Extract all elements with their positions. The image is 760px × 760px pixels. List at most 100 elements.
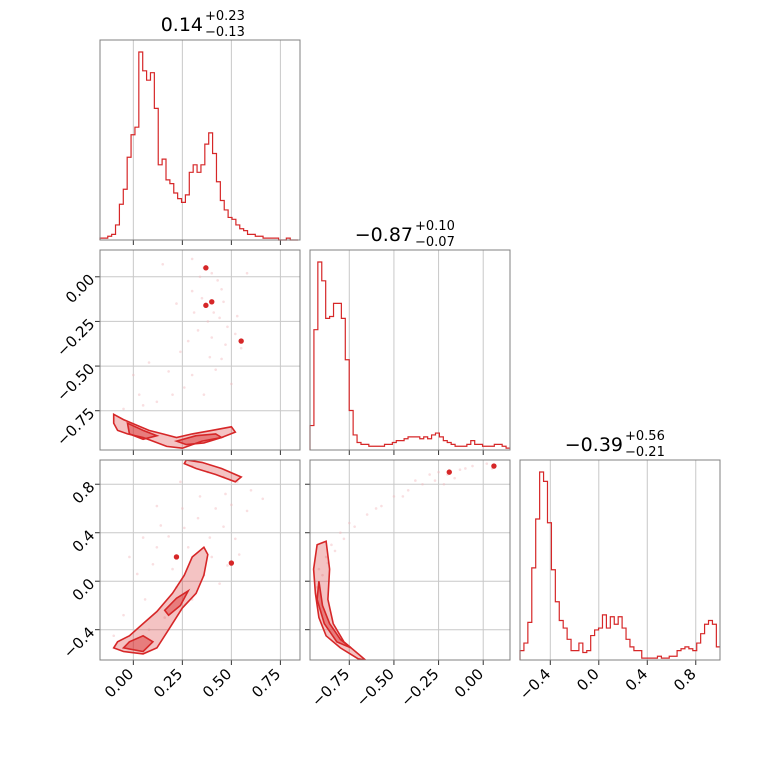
scatter-point	[141, 404, 145, 407]
scatter-point	[210, 271, 214, 275]
scatter-point	[167, 370, 170, 373]
contour-fill	[123, 635, 153, 652]
scatter-point	[202, 393, 206, 396]
scatter-point	[230, 503, 233, 507]
scatter-point	[192, 311, 196, 314]
scatter-point	[471, 464, 474, 468]
panels-layer: 0.14 +0.23−0.13 −0.87 +0.10−0.07 −0.4 0.0 0.4 0…	[53, 9, 721, 710]
scatter-point	[155, 504, 159, 508]
scatter-point	[163, 616, 167, 619]
histogram-frame	[309, 249, 511, 451]
contour-line	[316, 581, 352, 649]
scatter-panel-1: 0.00 0.25 0.50 0.75 −0.4 0.0 0.4 0.8	[60, 459, 301, 701]
scatter-point	[222, 525, 225, 528]
y-tick-label: 0.00	[62, 270, 98, 306]
x-tick-label: −0.25	[397, 665, 442, 710]
y-tick-label: −0.25	[53, 315, 98, 360]
scatter-point	[374, 507, 378, 510]
scatter-point	[141, 536, 145, 539]
scatter-point	[392, 495, 396, 498]
scatter-point	[147, 361, 151, 364]
scatter-point	[317, 567, 321, 571]
scatter-point	[112, 634, 116, 638]
scatter-point	[155, 545, 159, 549]
histogram-step-line	[519, 471, 720, 660]
title-lower-error: −0.21	[625, 445, 665, 460]
scatter-point	[210, 336, 214, 339]
contour-island	[173, 554, 180, 560]
scatter-point	[159, 524, 163, 527]
scatter-point	[333, 549, 337, 553]
scatter-point	[143, 598, 147, 601]
panel-content	[112, 257, 249, 450]
scatter-panel-0: −0.75−0.50−0.25 0.00	[53, 249, 301, 455]
scatter-point	[233, 332, 237, 336]
scatter-point	[218, 582, 221, 585]
scatter-point	[485, 462, 489, 465]
scatter-point	[428, 473, 431, 476]
scatter-point	[453, 476, 456, 480]
scatter-point	[179, 350, 182, 354]
y-tick-label: −0.75	[53, 404, 98, 449]
contour-fill	[184, 460, 242, 482]
scatter-point	[212, 311, 216, 314]
scatter-frame	[99, 459, 301, 661]
scatter-point	[214, 507, 217, 510]
x-tick-label: 0.00	[101, 665, 137, 701]
contour-line	[121, 634, 155, 653]
contour-fill	[113, 547, 208, 654]
scatter-point	[122, 407, 125, 411]
scatter-point	[342, 537, 346, 541]
scatter-point	[442, 482, 446, 486]
panel-title-1: −0.87 +0.10−0.07	[355, 219, 455, 250]
scatter-frame	[309, 459, 511, 661]
x-tick-label: 0.25	[150, 665, 186, 701]
scatter-point	[210, 555, 214, 559]
scatter-point	[339, 531, 342, 535]
scatter-point	[175, 302, 178, 305]
scatter-point	[214, 368, 217, 371]
contour-fill	[313, 541, 366, 660]
panel-content	[312, 462, 497, 660]
histogram-panel-2: −0.4 0.0 0.4 0.8	[516, 459, 721, 703]
scatter-point	[406, 489, 410, 492]
scatter-point	[171, 393, 174, 396]
scatter-point	[198, 275, 202, 279]
scatter-point	[249, 489, 253, 492]
scatter-point	[208, 536, 212, 539]
panel-title-0: 0.14 +0.23−0.13	[161, 9, 245, 40]
title-value: 0.14	[161, 14, 203, 36]
scatter-point	[437, 470, 440, 474]
scatter-point	[222, 300, 225, 304]
scatter-point	[181, 507, 184, 510]
x-tick-label: −0.4	[516, 665, 554, 703]
scatter-point	[151, 562, 155, 566]
histogram-frame	[519, 459, 721, 661]
y-tick-label: 0.4	[69, 526, 99, 556]
contour-line	[173, 433, 224, 446]
scatter-point	[365, 513, 369, 516]
contour-line	[126, 421, 160, 441]
scatter-point	[200, 296, 204, 300]
scatter-point	[458, 468, 462, 471]
scatter-point	[147, 628, 151, 631]
scatter-point	[324, 555, 328, 559]
contour-line	[112, 546, 209, 655]
scatter-point	[155, 400, 159, 404]
histogram-step-line	[99, 51, 298, 241]
scatter-point	[239, 346, 243, 350]
y-tick-label: 0.8	[69, 478, 99, 508]
contour-island	[228, 560, 235, 566]
scatter-point	[161, 262, 165, 266]
scatter-point	[171, 567, 174, 571]
scatter-point	[245, 509, 249, 513]
x-tick-label: 0.0	[573, 665, 603, 695]
scatter-point	[401, 495, 405, 498]
x-tick-label: 0.4	[622, 665, 652, 695]
scatter-point	[190, 257, 194, 261]
title-upper-error: +0.10	[415, 219, 455, 234]
histogram-panel-1	[309, 249, 511, 455]
scatter-point	[196, 516, 200, 520]
scatter-point	[206, 320, 210, 323]
scatter-point	[196, 329, 200, 332]
